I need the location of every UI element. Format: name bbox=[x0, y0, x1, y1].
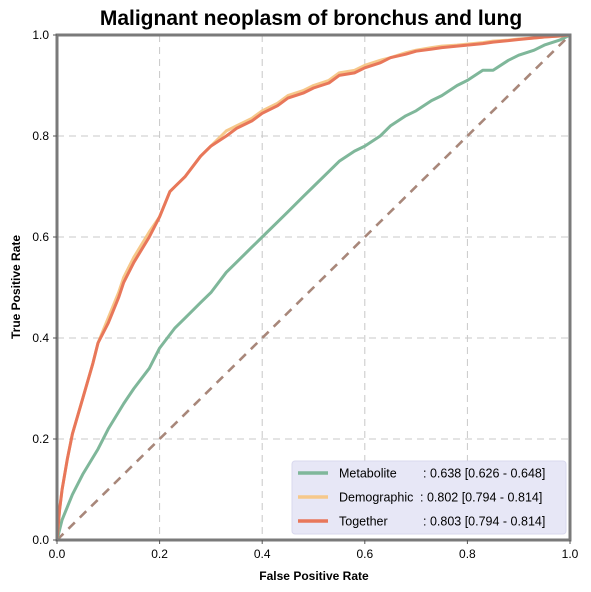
y-axis-label: True Positive Rate bbox=[9, 235, 23, 339]
series-line-metabolite bbox=[55, 33, 572, 542]
series-layer bbox=[55, 33, 572, 542]
x-tick-label: 0.4 bbox=[254, 547, 271, 561]
x-tick-label: 1.0 bbox=[562, 547, 579, 561]
x-tick-label: 0.6 bbox=[356, 547, 373, 561]
legend-series-stat: : 0.802 [0.794 - 0.814] bbox=[420, 491, 542, 505]
legend-series-name: Metabolite bbox=[339, 467, 397, 481]
y-tick-label: 0.6 bbox=[32, 230, 49, 244]
ticks: 0.0 0.2 0.4 0.6 0.8 1.0 0.0 0.2 0.4 0.6 0.8 1.0 bbox=[32, 28, 578, 561]
chance-diagonal-line bbox=[56, 34, 571, 541]
y-tick-label: 0.8 bbox=[32, 129, 49, 143]
grid bbox=[57, 35, 570, 540]
legend-series-name: Demographic bbox=[339, 491, 413, 505]
legend-series-stat: : 0.803 [0.794 - 0.814] bbox=[423, 515, 545, 529]
legend-box bbox=[291, 460, 567, 535]
x-tick-label: 0.8 bbox=[459, 547, 476, 561]
x-tick-label: 0.0 bbox=[49, 547, 66, 561]
legend-series-stat: : 0.638 [0.626 - 0.648] bbox=[423, 467, 545, 481]
x-tick-label: 0.2 bbox=[151, 547, 168, 561]
x-axis-label: False Positive Rate bbox=[259, 569, 369, 583]
plot-frame bbox=[55, 33, 572, 542]
legend-series-name: Together bbox=[339, 515, 388, 529]
series-line-together bbox=[55, 33, 572, 542]
y-tick-label: 0.0 bbox=[32, 533, 49, 547]
chart-title: Malignant neoplasm of bronchus and lung bbox=[100, 7, 522, 30]
y-tick-label: 1.0 bbox=[32, 28, 49, 42]
y-tick-label: 0.2 bbox=[32, 432, 49, 446]
y-tick-label: 0.4 bbox=[32, 331, 49, 345]
legend: Metabolite : 0.638 [0.626 - 0.648] Demogra… bbox=[291, 460, 567, 535]
